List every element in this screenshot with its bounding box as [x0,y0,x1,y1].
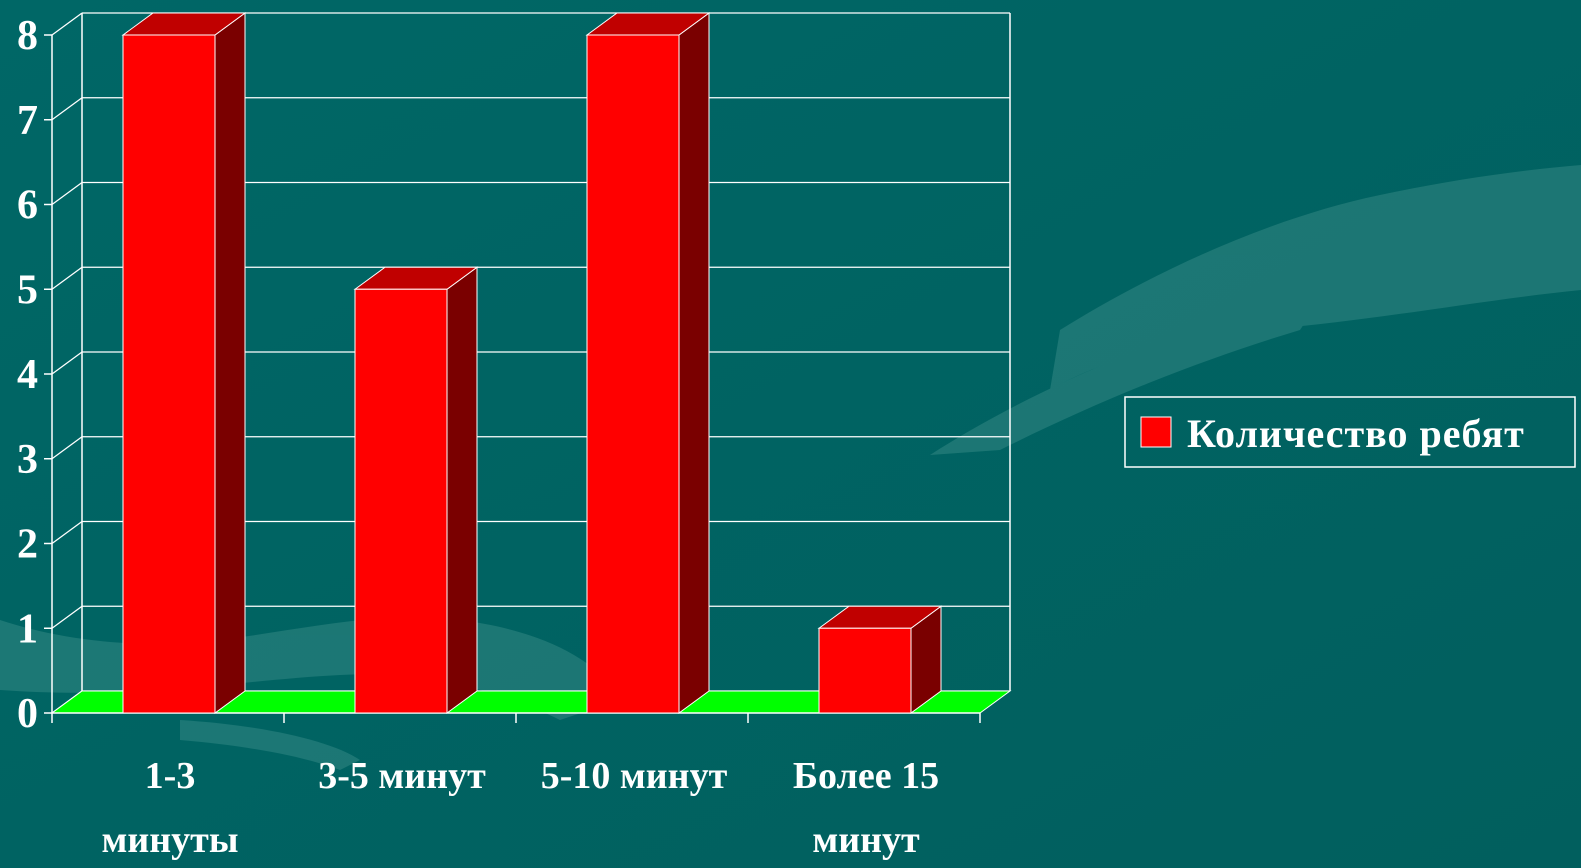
y-tick-label: 0 [17,691,38,737]
gridline-side [51,351,83,375]
gridline-side [51,520,83,545]
legend: Количество ребят [1124,396,1576,468]
x-category-label: 3-5 минут [318,755,486,797]
gridline-side [51,266,83,290]
bar [122,34,216,714]
bar-side [678,12,710,714]
y-tick-label: 2 [17,522,38,568]
x-category-label: 5-10 минут [541,755,728,797]
bar-side [446,266,478,714]
y-tick-label: 8 [17,13,38,59]
x-category-label: минут [812,819,920,861]
y-tick-label: 4 [17,352,38,398]
gridline-side [51,97,83,121]
legend-swatch [1140,416,1172,448]
y-tick-label: 1 [17,606,38,652]
bar [354,288,448,714]
plot-area: 0 1 2 3 4 5 6 7 8 1-3 минуты 3-5 минут 5-10 минут Бол… [17,12,1012,861]
y-tick-label: 7 [17,98,38,144]
legend-box [1124,396,1576,468]
x-category-label: Более 15 [793,755,939,797]
y-tick-label: 3 [17,437,38,483]
bar [586,34,680,714]
bar [818,627,912,714]
gridline-side [51,181,83,206]
bar-side [214,12,246,714]
y-tick-label: 6 [17,183,38,229]
gridline-side [51,12,83,36]
x-category-label: минуты [101,819,238,861]
legend-label: Количество ребят [1187,411,1525,456]
y-tick-label: 5 [17,267,38,313]
x-category-label: 1-3 [145,755,196,797]
gridline-side [51,436,83,460]
gridline-side [51,605,83,629]
